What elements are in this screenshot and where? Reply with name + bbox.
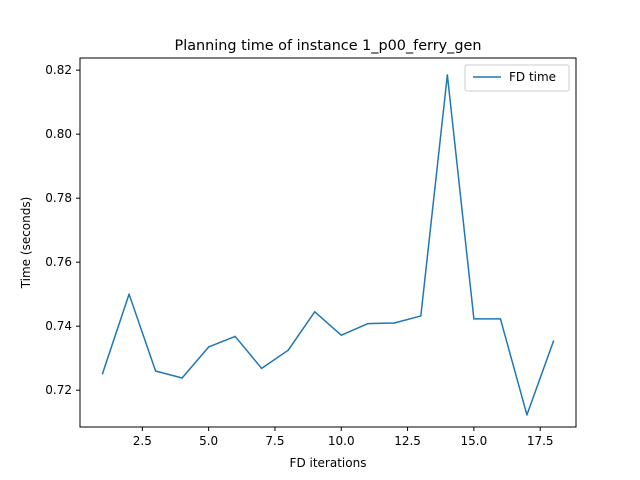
data-point: [313, 311, 316, 313]
plot-area: [80, 58, 576, 427]
x-tick-label: 7.5: [265, 434, 284, 448]
x-axis-ticks: 2.5 5.0 7.5 10.0 12.5 15.0 17.5: [133, 427, 554, 448]
data-point: [154, 370, 157, 372]
x-tick-label: 12.5: [394, 434, 421, 448]
y-tick-label: 0.74: [45, 319, 72, 333]
y-tick-label: 0.72: [45, 383, 72, 397]
data-point: [101, 372, 104, 375]
data-point: [181, 377, 183, 379]
x-tick-label: 2.5: [133, 434, 152, 448]
x-axis-label: FD iterations: [290, 456, 367, 470]
y-tick-label: 0.78: [45, 191, 72, 205]
data-point: [234, 335, 236, 338]
data-point: [128, 293, 130, 295]
data-point: [526, 414, 528, 416]
series-layer: [101, 74, 555, 416]
data-point: [393, 322, 396, 324]
y-tick-label: 0.82: [45, 63, 72, 77]
y-tick-label: 0.76: [45, 255, 72, 269]
data-point: [367, 322, 369, 325]
y-axis-ticks: 0.72 0.74 0.76 0.78 0.80 0.82: [45, 63, 80, 397]
data-point: [499, 318, 502, 320]
x-tick-label: 15.0: [461, 434, 488, 448]
plot-frame: [79, 57, 577, 428]
data-point: [473, 318, 475, 320]
x-tick-label: 17.5: [527, 434, 554, 448]
y-axis-label: Time (seconds): [19, 197, 33, 290]
x-tick-label: 10.0: [328, 434, 355, 448]
data-point: [552, 340, 555, 342]
legend-label: FD time: [509, 70, 556, 84]
legend: FD time: [464, 64, 570, 92]
x-tick-label: 5.0: [199, 434, 218, 448]
chart-title: Planning time of instance 1_p00_ferry_ge…: [175, 38, 482, 54]
data-point: [446, 74, 449, 76]
data-point: [260, 367, 263, 370]
data-point: [340, 334, 343, 336]
data-point: [420, 315, 422, 317]
legend-box: [464, 64, 570, 92]
y-tick-label: 0.80: [45, 127, 72, 141]
data-point: [287, 349, 289, 351]
series-line-fd-time: [101, 74, 555, 416]
data-point: [207, 346, 210, 348]
